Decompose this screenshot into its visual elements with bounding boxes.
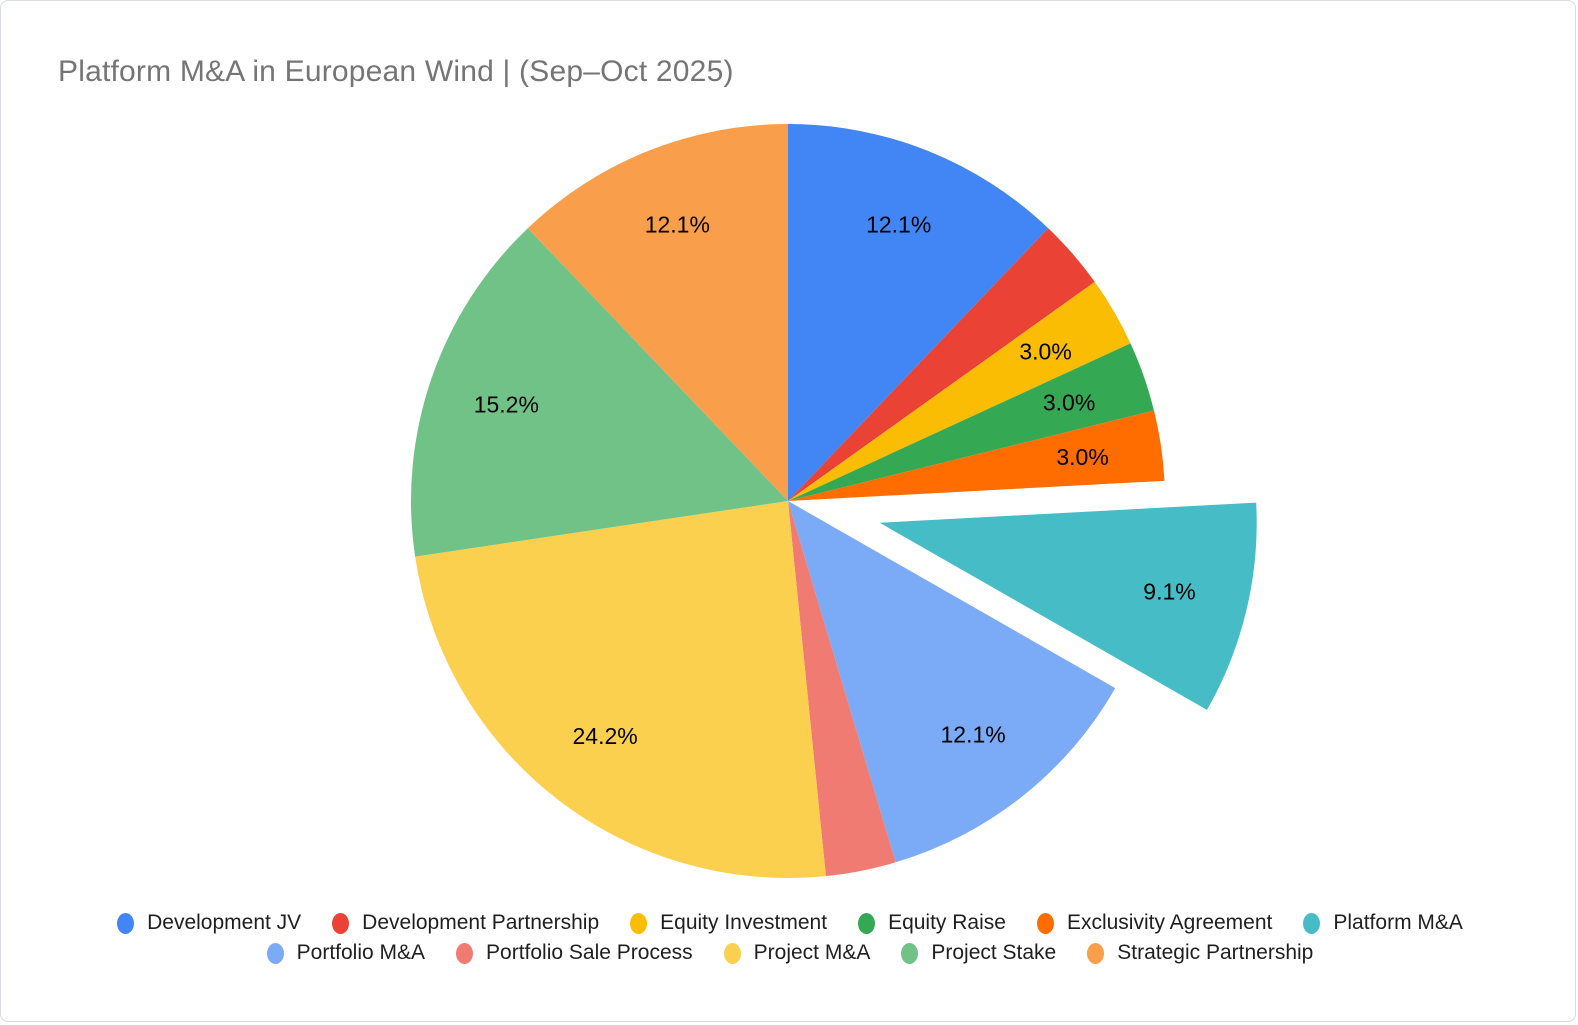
pie-slice-development-partnership[interactable] [788,228,1095,501]
slice-percent-label: 12.1% [645,212,710,238]
legend-swatch-icon [1087,942,1105,964]
legend-row-2: Portfolio M&A Portfolio Sale Process Pro… [266,941,1313,965]
legend-item-strategic-partnership[interactable]: Strategic Partnership [1087,941,1313,965]
legend: Development JV Development Partnership E… [1,911,1578,965]
legend-swatch-icon [332,912,350,934]
slice-percent-label: 12.1% [866,212,931,238]
pie-slice-platform-m-a[interactable] [879,502,1257,710]
chart-title: Platform M&A in European Wind | (Sep–Oct… [58,55,734,88]
pie-slice-portfolio-m-a[interactable] [788,501,1116,863]
legend-item-portfolio-sale-process[interactable]: Portfolio Sale Process [456,941,693,965]
legend-item-development-partnership[interactable]: Development Partnership [332,911,599,935]
legend-item-platform-ma[interactable]: Platform M&A [1303,911,1463,935]
legend-row-1: Development JV Development Partnership E… [117,911,1463,935]
legend-item-portfolio-ma[interactable]: Portfolio M&A [266,941,426,965]
slice-percent-label: 24.2% [572,723,637,749]
legend-swatch-icon [117,912,135,934]
slice-percent-label: 15.2% [474,391,539,417]
legend-label: Equity Investment [660,911,828,934]
legend-swatch-icon [456,942,474,964]
legend-item-equity-investment[interactable]: Equity Investment [630,911,827,935]
legend-label: Platform M&A [1333,911,1463,934]
legend-swatch-icon [266,942,284,964]
legend-label: Development JV [147,911,302,934]
legend-label: Development Partnership [362,911,600,934]
pie-slice-equity-raise[interactable] [788,343,1154,501]
legend-label: Exclusivity Agreement [1066,911,1273,934]
legend-label: Strategic Partnership [1117,941,1314,964]
legend-label: Project M&A [753,941,871,964]
legend-swatch-icon [723,942,741,964]
legend-item-project-ma[interactable]: Project M&A [723,941,871,965]
slice-percent-label: 3.0% [1043,390,1095,416]
legend-swatch-icon [858,912,876,934]
slice-percent-label: 12.1% [940,721,1005,747]
pie-slice-equity-investment[interactable] [788,281,1131,501]
legend-item-equity-raise[interactable]: Equity Raise [858,911,1006,935]
slice-percent-label: 3.0% [1019,339,1071,365]
legend-swatch-icon [1036,912,1054,934]
legend-item-project-stake[interactable]: Project Stake [901,941,1056,965]
slice-percent-label: 9.1% [1143,579,1195,605]
legend-item-exclusivity-agreement[interactable]: Exclusivity Agreement [1036,911,1273,935]
pie-slice-project-stake[interactable] [411,228,788,557]
legend-swatch-icon [1303,912,1321,934]
legend-swatch-icon [630,912,648,934]
slice-percent-label: 3.0% [1056,444,1108,470]
legend-label: Portfolio M&A [296,941,426,964]
legend-item-development-jv[interactable]: Development JV [117,911,301,935]
pie-slice-portfolio-sale-process[interactable] [788,501,896,877]
legend-label: Project Stake [931,941,1057,964]
legend-label: Portfolio Sale Process [486,941,693,964]
pie-slice-development-jv[interactable] [788,124,1049,501]
pie-slice-exclusivity-agreement[interactable] [788,410,1165,501]
legend-swatch-icon [901,942,919,964]
pie-slice-strategic-partnership[interactable] [527,124,788,501]
pie-slice-project-m-a[interactable] [415,501,826,879]
legend-label: Equity Raise [888,911,1006,934]
